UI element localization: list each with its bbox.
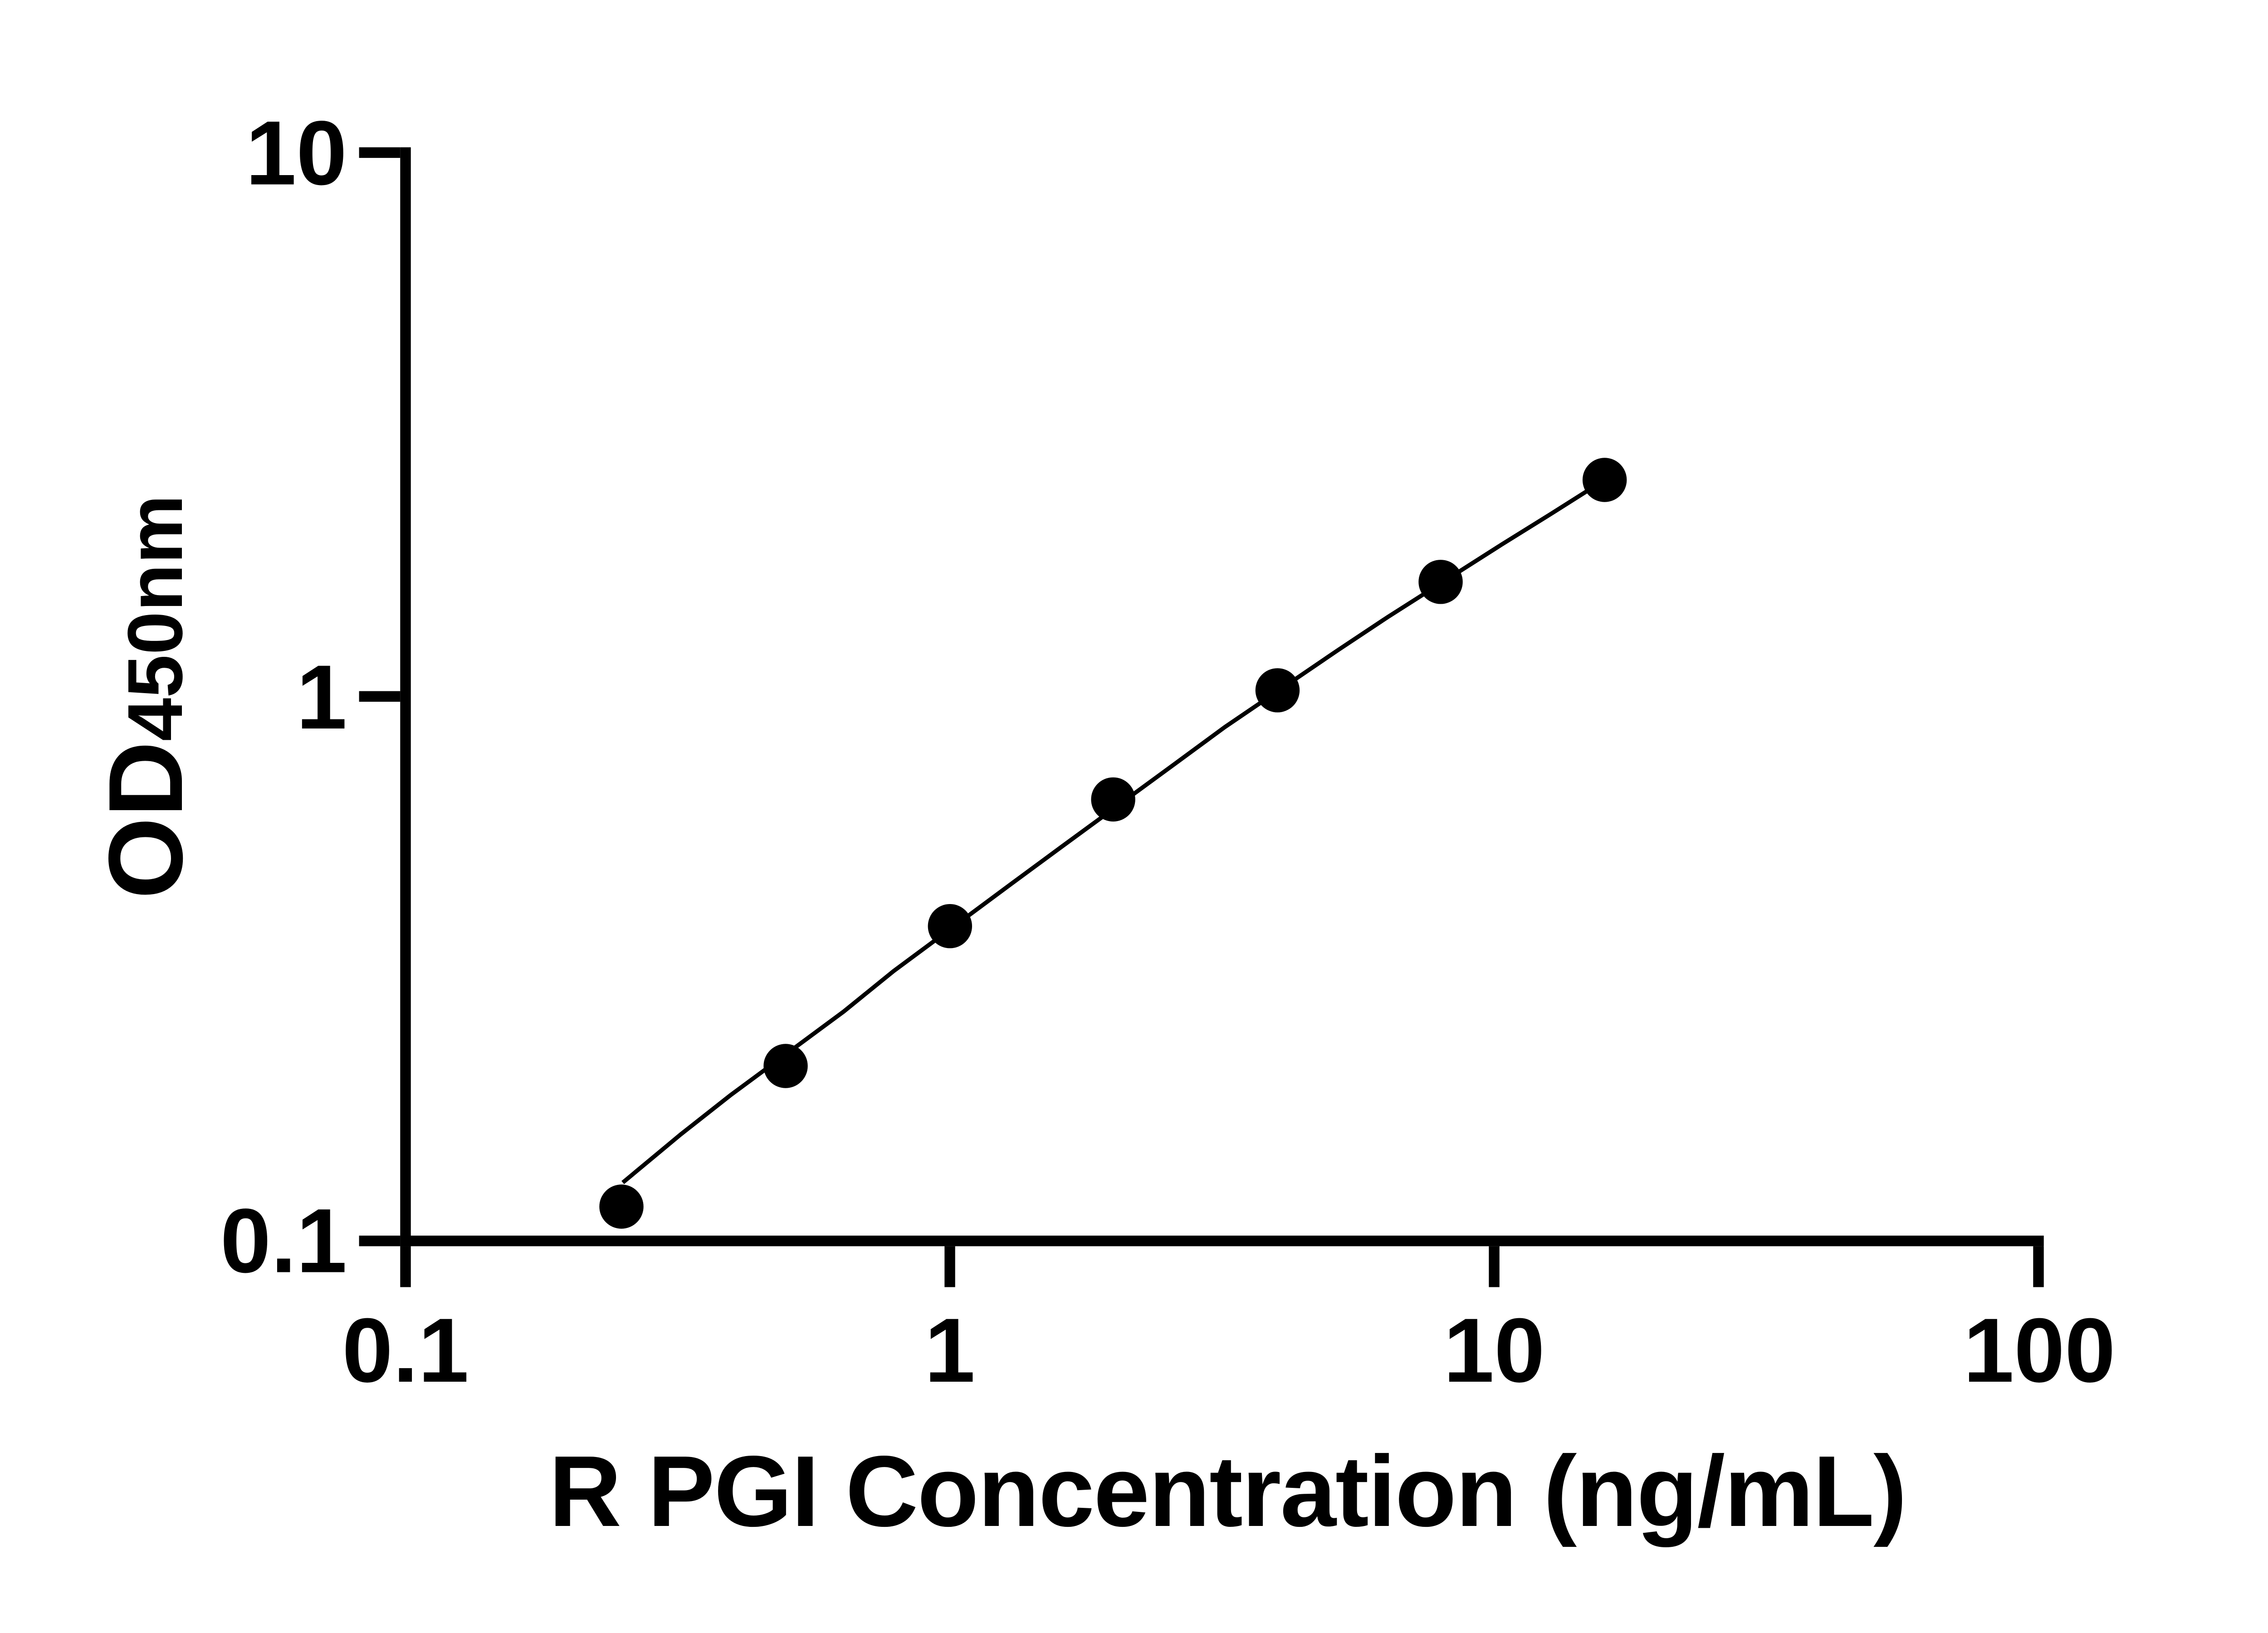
svg-text:100: 100 bbox=[1963, 1299, 2115, 1401]
svg-text:1: 1 bbox=[296, 646, 347, 748]
svg-text:0.1: 0.1 bbox=[220, 1190, 347, 1292]
svg-text:10: 10 bbox=[245, 102, 347, 204]
svg-text:0.1: 0.1 bbox=[342, 1299, 469, 1401]
svg-text:10: 10 bbox=[1443, 1299, 1545, 1401]
svg-text:R PGI Concentration (ng/mL): R PGI Concentration (ng/mL) bbox=[549, 1435, 1906, 1548]
svg-text:1: 1 bbox=[924, 1299, 975, 1401]
svg-text:OD450nm: OD450nm bbox=[87, 495, 205, 899]
